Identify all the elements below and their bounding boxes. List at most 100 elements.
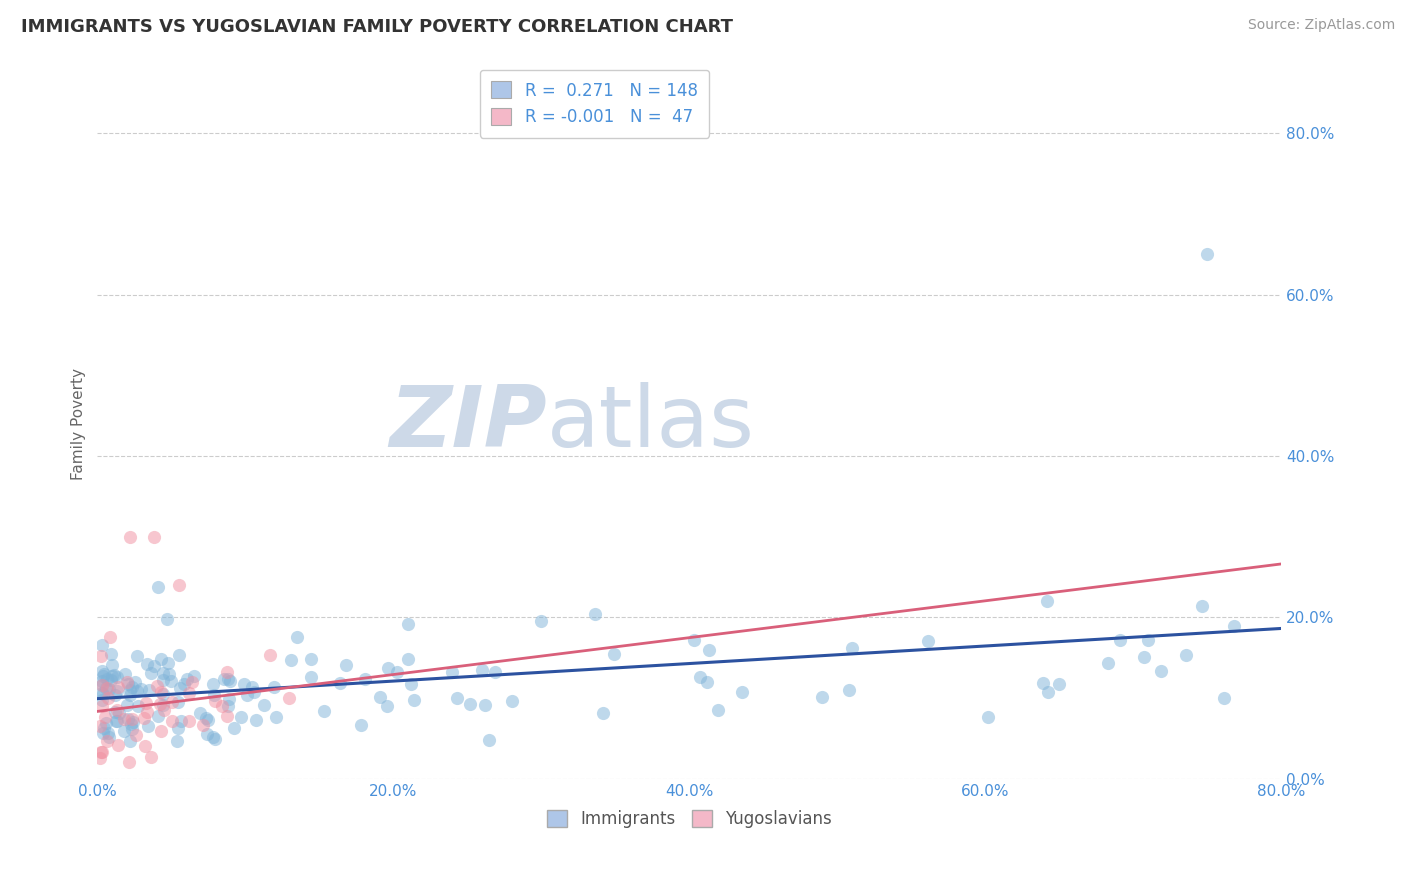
Point (117, 712, 139, 726)
Point (152, 687, 174, 701)
Point (191, 718, 214, 732)
Point (97, 690, 120, 705)
Point (583, 607, 606, 621)
Point (838, 682, 860, 697)
Point (204, 694, 226, 708)
Point (440, 665, 463, 680)
Legend: Immigrants, Yugoslavians: Immigrants, Yugoslavians (540, 803, 839, 835)
Point (100, 673, 122, 687)
Point (91, 726, 114, 740)
Point (202, 688, 225, 702)
Point (112, 712, 135, 726)
Point (682, 632, 704, 647)
Point (112, 723, 135, 738)
Point (91, 668, 114, 682)
Point (312, 704, 335, 718)
Point (1191, 599, 1213, 614)
Point (474, 698, 496, 713)
Point (1150, 665, 1173, 679)
Point (385, 665, 408, 679)
Point (134, 739, 156, 754)
Point (169, 681, 191, 695)
Point (167, 695, 190, 709)
Point (96, 681, 118, 695)
Point (329, 676, 352, 690)
Point (107, 706, 129, 721)
Point (177, 714, 200, 729)
Point (105, 714, 128, 728)
Point (217, 698, 239, 713)
Point (1109, 632, 1132, 647)
Point (149, 724, 172, 739)
Point (167, 578, 190, 592)
Point (93, 721, 115, 735)
Point (1032, 675, 1054, 690)
Point (471, 663, 494, 677)
Point (375, 698, 398, 713)
Point (353, 673, 375, 687)
Point (368, 690, 391, 704)
Point (285, 630, 308, 644)
Point (89, 719, 111, 733)
Point (96, 673, 118, 687)
Point (335, 658, 357, 673)
Point (136, 719, 159, 733)
Point (146, 709, 169, 723)
Point (120, 688, 142, 702)
Point (1137, 633, 1160, 648)
Text: IMMIGRANTS VS YUGOSLAVIAN FAMILY POVERTY CORRELATION CHART: IMMIGRANTS VS YUGOSLAVIAN FAMILY POVERTY… (21, 18, 733, 36)
Point (396, 652, 419, 666)
Text: Source: ZipAtlas.com: Source: ZipAtlas.com (1247, 18, 1395, 32)
Point (90, 678, 112, 692)
Point (97, 730, 120, 744)
Point (127, 698, 149, 713)
Point (1197, 247, 1219, 261)
Point (202, 730, 225, 744)
Point (170, 714, 193, 728)
Point (94, 710, 117, 724)
Point (592, 706, 614, 720)
Point (115, 698, 138, 712)
Point (90, 678, 112, 692)
Point (159, 673, 181, 688)
Point (166, 733, 188, 747)
Point (141, 750, 163, 764)
Point (125, 648, 148, 663)
Point (125, 683, 148, 698)
Point (179, 686, 201, 700)
Point (299, 652, 322, 666)
Point (142, 530, 165, 544)
Point (299, 670, 322, 684)
Point (146, 679, 169, 693)
Point (105, 684, 128, 698)
Point (118, 530, 141, 544)
Point (398, 617, 420, 632)
Point (152, 673, 174, 687)
Point (118, 733, 141, 747)
Point (252, 698, 274, 713)
Point (214, 672, 236, 686)
Point (96, 681, 118, 696)
Point (107, 681, 129, 695)
Point (180, 675, 202, 690)
Point (121, 722, 143, 736)
Point (121, 712, 143, 726)
Point (197, 714, 219, 728)
Point (211, 698, 233, 713)
Point (94, 716, 117, 731)
Point (103, 668, 125, 682)
Point (104, 705, 127, 719)
Point (202, 676, 225, 690)
Point (240, 680, 263, 694)
Point (215, 709, 238, 723)
Point (350, 718, 373, 732)
Point (167, 648, 190, 663)
Point (150, 685, 173, 699)
Point (1212, 691, 1234, 706)
Point (1133, 649, 1156, 664)
Point (132, 711, 155, 725)
Point (1036, 594, 1059, 608)
Point (90, 638, 112, 652)
Point (183, 669, 205, 683)
Point (280, 653, 302, 667)
